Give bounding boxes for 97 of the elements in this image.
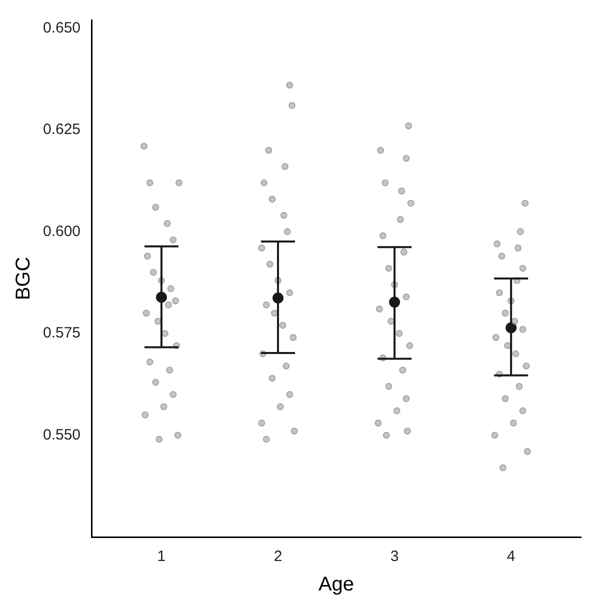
point xyxy=(265,146,272,154)
point xyxy=(144,252,151,260)
point xyxy=(276,403,284,410)
point xyxy=(405,122,412,130)
point xyxy=(290,334,297,342)
point xyxy=(510,420,517,427)
y-tick-label: 0.650 xyxy=(42,19,81,36)
point xyxy=(382,432,390,439)
point xyxy=(407,200,414,207)
point xyxy=(496,289,503,296)
point xyxy=(152,204,160,211)
point xyxy=(156,436,163,443)
point xyxy=(161,330,168,337)
point xyxy=(402,293,410,300)
point xyxy=(498,252,506,260)
point xyxy=(279,322,286,329)
point xyxy=(402,154,410,162)
point xyxy=(524,448,531,456)
x-tick-label: 3 xyxy=(390,548,399,566)
point xyxy=(288,102,296,109)
point xyxy=(150,268,157,276)
point xyxy=(172,297,179,304)
point xyxy=(511,318,518,325)
y-axis-title: BGC xyxy=(12,256,35,300)
point xyxy=(142,310,150,317)
point xyxy=(268,196,276,203)
point xyxy=(286,391,294,398)
point xyxy=(258,244,266,252)
point xyxy=(400,248,408,256)
x-tick-label: 1 xyxy=(157,548,166,566)
point xyxy=(502,395,509,402)
point xyxy=(164,220,171,228)
point xyxy=(404,428,411,435)
point xyxy=(146,358,154,366)
x-tick-label: 4 xyxy=(506,548,516,566)
point xyxy=(504,342,512,350)
point xyxy=(284,228,291,236)
point xyxy=(268,374,276,382)
point xyxy=(512,350,520,358)
point xyxy=(166,366,174,374)
point xyxy=(382,179,389,186)
point xyxy=(170,236,177,244)
point xyxy=(376,306,383,313)
point xyxy=(286,82,294,89)
point xyxy=(262,436,270,443)
point xyxy=(398,187,406,194)
point xyxy=(406,342,414,350)
point xyxy=(402,395,410,402)
point xyxy=(260,179,268,186)
point xyxy=(280,212,288,219)
point xyxy=(519,407,526,414)
point xyxy=(388,318,395,325)
point xyxy=(175,179,182,186)
point xyxy=(492,334,500,342)
point xyxy=(281,163,288,170)
point xyxy=(396,330,403,337)
point xyxy=(142,411,149,418)
point xyxy=(396,216,404,223)
point xyxy=(170,391,177,398)
point xyxy=(385,264,392,272)
point xyxy=(140,142,148,150)
point xyxy=(502,310,509,317)
point xyxy=(258,420,266,427)
point xyxy=(522,200,529,207)
point xyxy=(290,428,298,435)
point xyxy=(374,420,382,427)
point xyxy=(377,146,384,154)
point xyxy=(286,289,294,296)
point xyxy=(152,378,160,386)
point xyxy=(514,244,522,252)
point xyxy=(174,432,182,439)
point xyxy=(516,382,523,390)
point xyxy=(393,407,400,414)
y-tick-label: 0.575 xyxy=(42,324,81,342)
point xyxy=(494,240,501,248)
point xyxy=(282,362,290,370)
point xyxy=(519,264,526,272)
point xyxy=(516,228,524,236)
point xyxy=(491,432,498,439)
point xyxy=(167,285,174,292)
y-tick-label: 0.550 xyxy=(42,426,81,444)
point xyxy=(385,382,392,390)
point xyxy=(146,179,154,186)
point xyxy=(519,326,526,333)
point xyxy=(522,362,530,370)
x-tick-label: 2 xyxy=(274,548,282,566)
point xyxy=(266,260,274,268)
point xyxy=(154,318,162,325)
point xyxy=(499,464,506,472)
point xyxy=(164,301,172,308)
point xyxy=(399,366,406,374)
y-tick-label: 0.625 xyxy=(42,121,81,138)
point xyxy=(160,403,168,410)
x-axis-title: Age xyxy=(318,574,354,596)
point xyxy=(262,301,270,308)
point xyxy=(379,232,386,240)
y-tick-label: 0.600 xyxy=(42,222,81,240)
